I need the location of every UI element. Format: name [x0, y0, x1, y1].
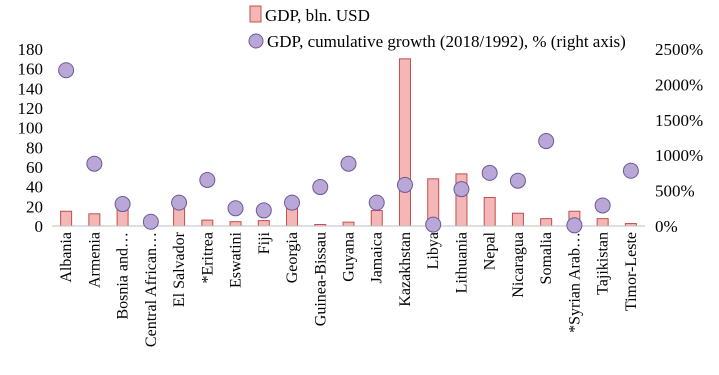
bar: [540, 218, 553, 227]
category-label: Georgia: [284, 232, 301, 283]
category-label: Kazakhstan: [397, 232, 414, 307]
left-tick-label: 140: [18, 79, 44, 98]
category-label: Guyana: [341, 232, 358, 282]
legend-marker-dot: [248, 33, 264, 49]
dot: [340, 155, 357, 172]
bar: [370, 210, 383, 227]
category-label: Bosnia and…: [115, 232, 132, 320]
category-label: Libya: [425, 232, 442, 269]
left-tick-label: 100: [18, 119, 44, 138]
category-label: Nepal: [482, 231, 499, 270]
right-axis: 0% 500% 1000% 1500% 2000% 2500%: [655, 40, 703, 236]
legend-label-bar: GDP, bln. USD: [265, 6, 370, 25]
dot: [284, 194, 301, 211]
bar: [257, 220, 270, 227]
dot: [481, 164, 498, 181]
category-label: *Eritrea: [199, 232, 216, 284]
bar: [398, 58, 411, 227]
left-tick-label: 0: [35, 217, 44, 236]
category-label: Central African…: [143, 232, 160, 347]
category-label: Somalia: [538, 232, 555, 284]
legend-label-dot: GDP, cumulative growth (2018/1992), % (r…: [267, 32, 626, 51]
dot: [622, 162, 639, 179]
dot: [509, 172, 526, 189]
right-tick-label: 2000%: [655, 75, 703, 94]
category-label: Tajikistan: [595, 232, 612, 295]
left-tick-label: 80: [26, 138, 43, 157]
dot: [86, 155, 103, 172]
legend-marker-bar: [249, 5, 262, 23]
right-tick-label: 1500%: [655, 111, 703, 130]
category-label: Lithuania: [453, 232, 470, 293]
left-tick-label: 20: [26, 197, 43, 216]
bar: [88, 213, 101, 227]
left-tick-label: 180: [18, 40, 44, 59]
dot: [396, 176, 413, 193]
left-tick-label: 120: [18, 99, 44, 118]
dot: [58, 62, 75, 79]
dot: [142, 213, 159, 230]
category-label: Timor-Leste: [623, 232, 640, 311]
right-tick-label: 0%: [655, 217, 678, 236]
dot: [199, 171, 216, 188]
bar: [229, 221, 242, 227]
dot: [368, 194, 385, 211]
bar: [286, 208, 299, 227]
category-label: Jamaica: [369, 232, 386, 284]
left-tick-label: 60: [26, 158, 43, 177]
bar: [201, 219, 214, 227]
dot: [538, 133, 555, 150]
bar: [596, 218, 609, 227]
left-tick-label: 160: [18, 60, 44, 79]
category-label: Albania: [58, 232, 75, 283]
category-label: Guinea-Bissau: [312, 232, 329, 326]
dot: [566, 217, 583, 234]
dot: [312, 179, 329, 196]
dot: [425, 216, 442, 233]
legend: GDP, bln. USD GDP, cumulative growth (20…: [248, 5, 626, 51]
category-label: Eswatini: [228, 231, 245, 288]
category-label: El Salvador: [171, 231, 188, 307]
category-label: Armenia: [86, 232, 103, 288]
dot-series: [58, 62, 639, 234]
dot: [114, 196, 131, 213]
category-label: *Syrian Arab…: [566, 232, 583, 333]
dot: [171, 194, 188, 211]
right-tick-label: 500%: [655, 182, 695, 201]
dot: [255, 202, 272, 219]
dot: [453, 181, 470, 198]
bar: [342, 221, 355, 227]
bar: [483, 196, 496, 227]
right-tick-label: 1000%: [655, 146, 703, 165]
right-tick-label: 2500%: [655, 40, 703, 59]
left-tick-label: 40: [26, 178, 43, 197]
bar: [60, 210, 73, 227]
category-label: Fiji: [256, 231, 273, 254]
dot: [227, 200, 244, 217]
dot: [594, 197, 611, 214]
bar: [511, 212, 524, 227]
category-label: Nicaragua: [510, 232, 527, 298]
category-labels: Albania Armenia Bosnia and… Central African…: [58, 231, 640, 347]
